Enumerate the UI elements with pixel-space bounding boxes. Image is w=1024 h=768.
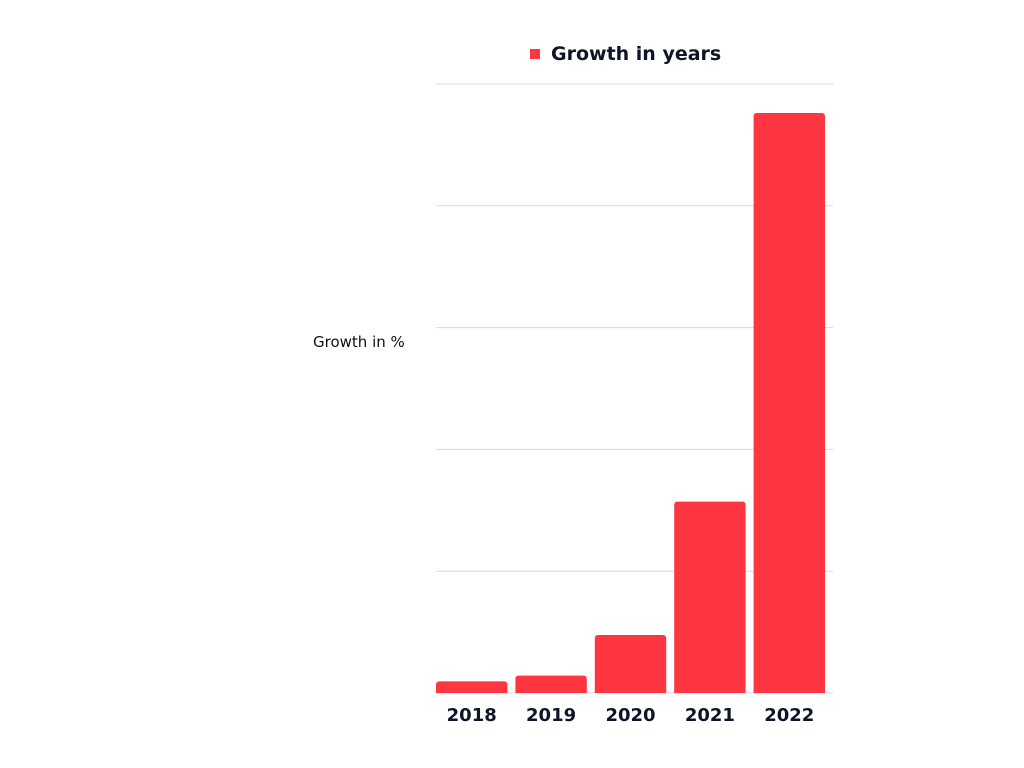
x-tick-label: 2018 [447, 705, 497, 726]
bar-base-2021 [674, 689, 746, 693]
bar-base-2022 [753, 689, 825, 693]
x-tick-label: 2022 [764, 705, 814, 726]
legend-swatch [530, 49, 540, 59]
bar-base-2020 [594, 689, 667, 693]
legend-label: Growth in years [551, 43, 722, 65]
chart-legend: Growth in years [530, 40, 721, 68]
bar-base-2018 [436, 689, 508, 693]
bars [436, 113, 825, 693]
bar-2019 [515, 675, 587, 693]
bar-2022 [753, 113, 825, 693]
x-tick-label: 2019 [526, 705, 576, 726]
x-tick-label: 2021 [685, 705, 735, 726]
x-tick-labels: 2018 2019 2020 2021 2022 [447, 705, 815, 726]
bar-2020 [594, 635, 667, 693]
bar-base-2019 [515, 689, 587, 693]
x-tick-label: 2020 [605, 705, 655, 726]
y-axis-label: Growth in % [313, 333, 405, 351]
bar-2021 [674, 501, 746, 693]
